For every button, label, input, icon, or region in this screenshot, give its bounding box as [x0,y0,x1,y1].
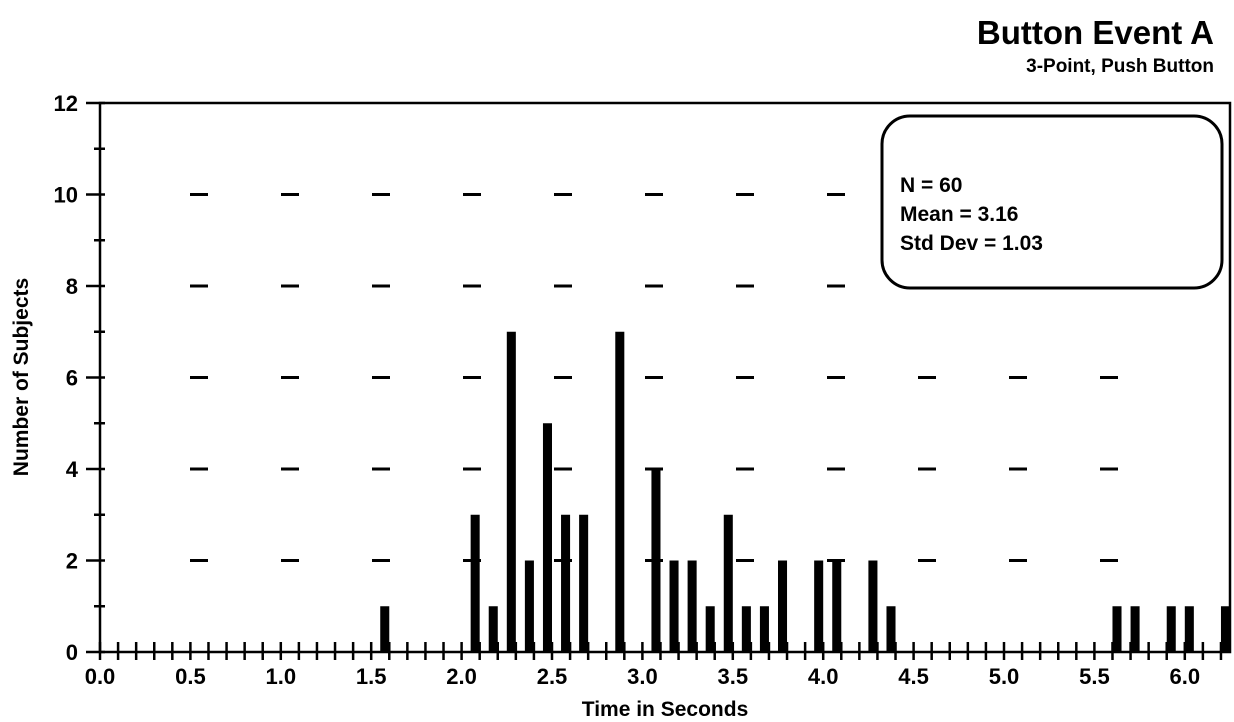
bar [488,606,498,652]
bar [542,423,552,652]
bar [651,469,661,652]
bar [615,331,625,652]
bar [868,560,878,652]
x-axis: 0.0 0.5 1.0 1.5 2.0 2.5 3.0 3.5 4.0 4.5 5.0 5.5 6.0 [85,642,1223,689]
stats-box: N = 60 Mean = 3.16 Std Dev = 1.03 [880,114,1224,290]
bar [1220,606,1230,652]
y-tick-label: 6 [66,366,78,391]
x-tick-label: 6.0 [1170,664,1201,689]
chart-subtitle: 3-Point, Push Button [1026,56,1214,77]
bar [778,560,788,652]
x-axis-label: Time in Seconds [582,698,749,721]
x-tick-label: 1.0 [266,664,297,689]
y-axis: 0 2 4 6 8 10 12 [54,91,105,665]
y-tick-label: 4 [66,457,79,482]
x-tick-label: 4.0 [808,664,839,689]
bar [506,331,516,652]
bar [1112,606,1122,652]
bar [1130,606,1140,652]
x-tick-label: 5.5 [1079,664,1110,689]
stats-box-frame [880,114,1224,290]
x-tick-label: 1.5 [356,664,387,689]
bar [687,560,697,652]
stats-mean: Mean = 3.16 [900,203,1018,226]
y-tick-label: 10 [54,183,78,208]
bar [524,560,534,652]
y-axis-label: Number of Subjects [10,278,33,476]
x-tick-label: 0.5 [175,664,206,689]
x-tick-label: 4.5 [898,664,929,689]
bar [669,560,679,652]
x-tick-label: 2.0 [446,664,477,689]
bar [814,560,824,652]
bar [380,606,390,652]
x-tick-label: 2.5 [537,664,568,689]
bar [723,514,733,652]
stats-std: Std Dev = 1.03 [900,232,1043,255]
y-tick-label: 2 [66,549,78,574]
bar [832,560,842,652]
x-tick-label: 5.0 [989,664,1020,689]
x-tick-label: 0.0 [85,664,116,689]
bar [579,514,589,652]
y-tick-label: 0 [66,640,78,665]
bar [1166,606,1176,652]
bar [1184,606,1194,652]
bar [759,606,769,652]
y-tick-label: 12 [54,91,78,116]
bar [741,606,751,652]
y-tick-label: 8 [66,274,78,299]
bar [886,606,896,652]
chart-title: Button Event A [976,14,1214,51]
bars [380,331,1230,652]
chart-title-block: Button Event A 3-Point, Push Button [977,14,1214,78]
x-tick-label: 3.5 [718,664,749,689]
bar [561,514,571,652]
bar [705,606,715,652]
bar [470,514,480,652]
stats-n: N = 60 [900,174,962,197]
x-tick-label: 3.0 [627,664,658,689]
